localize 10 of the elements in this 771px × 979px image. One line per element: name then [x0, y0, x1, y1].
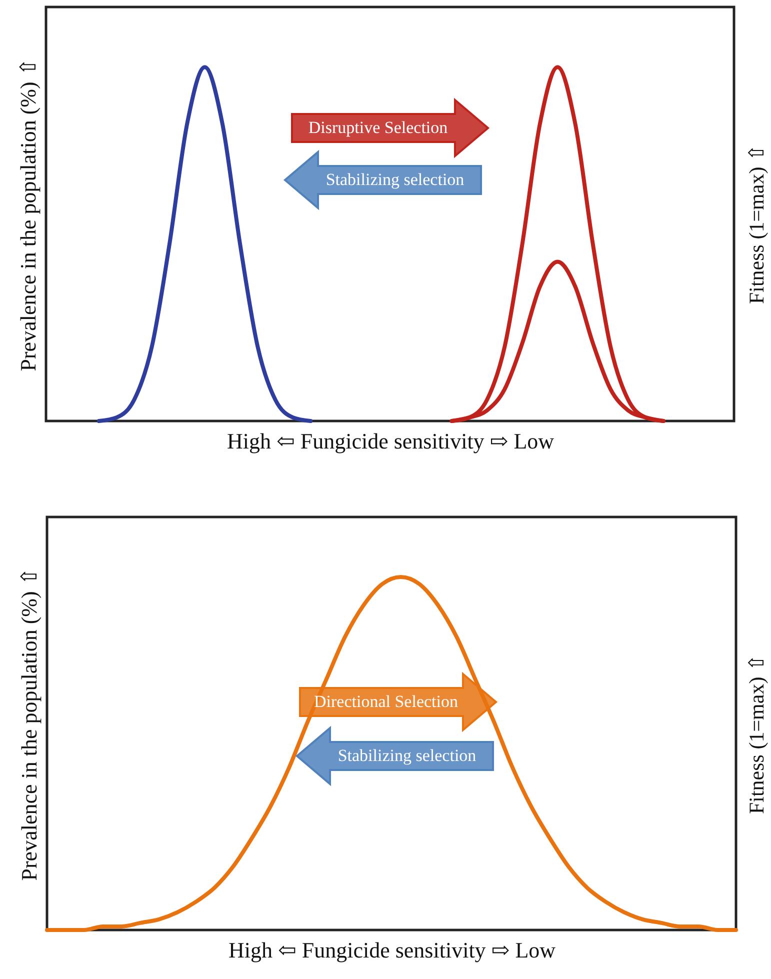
annotation: Stabilizing selection	[326, 170, 464, 190]
y2-axis-title: Fitness (1=max) ⇧	[744, 144, 770, 304]
annotation: Stabilizing selection	[338, 746, 476, 766]
x-axis-title: High ⇦ Fungicide sensitivity ⇨ Low	[228, 938, 556, 962]
annotation: Directional Selection	[314, 692, 458, 712]
y-axis-title: Prevalence in the population (%) ⇧	[16, 567, 42, 881]
y2-axis-title: Fitness (1=max) ⇧	[744, 653, 770, 814]
y-axis-title: Prevalence in the population (%) ⇧	[16, 58, 40, 372]
annotation: Disruptive Selection	[308, 118, 448, 138]
x-axis-title: High ⇦ Fungicide sensitivity ⇨ Low	[226, 428, 554, 454]
